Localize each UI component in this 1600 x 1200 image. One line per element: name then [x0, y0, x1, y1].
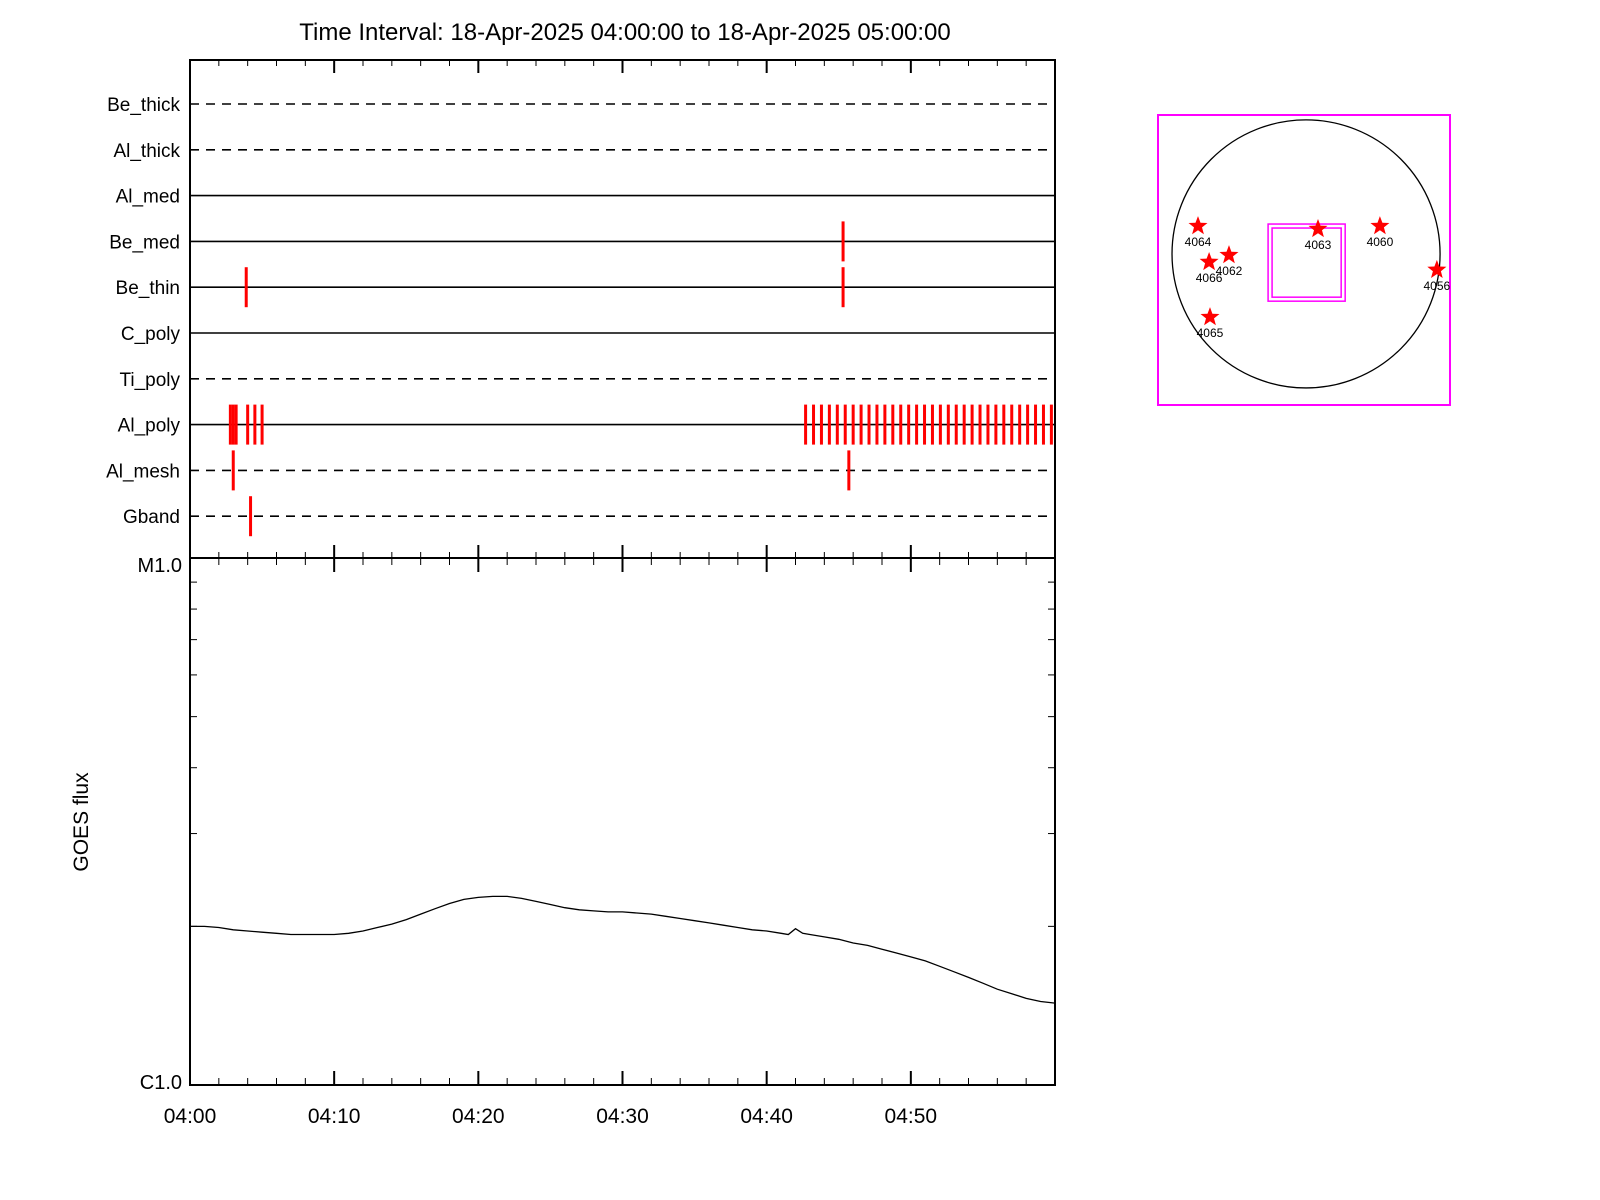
filter-row-label: Gband — [123, 507, 180, 528]
filter-row-label: Al_poly — [118, 416, 181, 437]
filter-row-label: Be_thin — [116, 278, 180, 299]
goes-flux-panel: 04:00 04:10 04:20 04:30 04:40 04:50 — [164, 557, 1056, 1128]
goes-curve — [190, 895, 1056, 1004]
filter-row-label: Al_med — [116, 187, 180, 208]
y-axis-min-label: C1.0 — [140, 1072, 182, 1094]
goes-border — [189, 557, 1056, 1086]
filter-row-label: Ti_poly — [119, 370, 180, 391]
goes-flux-axis-label: GOES flux — [70, 772, 93, 872]
active-region-star — [1188, 216, 1208, 235]
x-tick-label: 04:30 — [596, 1105, 649, 1128]
sun-map-frame — [1157, 114, 1451, 406]
active-region-star — [1370, 216, 1390, 235]
solar-disk — [1171, 119, 1441, 389]
active-region-label: 4065 — [1197, 326, 1224, 340]
x-tick-label: 04:50 — [885, 1105, 938, 1128]
active-region-label: 4062 — [1216, 264, 1243, 278]
active-region-star — [1219, 245, 1239, 264]
plot-title: Time Interval: 18-Apr-2025 04:00:00 to 1… — [299, 19, 951, 46]
active-region-label: 4066 — [1196, 271, 1223, 285]
active-region-label: 4056 — [1424, 279, 1451, 293]
active-region-star — [1200, 307, 1220, 326]
filter-row-label: Be_med — [109, 232, 180, 253]
active-region-star — [1427, 259, 1447, 278]
y-axis-max-label: M1.0 — [138, 555, 182, 577]
active-region-label: 4060 — [1367, 235, 1394, 249]
x-tick-label: 04:20 — [452, 1105, 505, 1128]
active-region-label: 4064 — [1185, 235, 1212, 249]
active-region-star — [1308, 219, 1328, 238]
active-region-label: 4063 — [1305, 238, 1332, 252]
filter-row-label: Al_thick — [113, 141, 180, 162]
filter-row-label: Be_thick — [107, 95, 180, 116]
active-region-star — [1199, 252, 1219, 271]
x-tick-label: 04:40 — [740, 1105, 793, 1128]
x-tick-label: 04:10 — [308, 1105, 361, 1128]
fov-box-outer — [1267, 223, 1346, 302]
filter-row-label: Al_mesh — [106, 461, 180, 482]
filter-timeline-panel: Be_thick Al_thick Al_med Be_med Be_thin C_pol… — [106, 59, 1056, 559]
fov-box-inner — [1271, 227, 1342, 298]
x-tick-label: 04:00 — [164, 1105, 217, 1128]
timeline-border — [189, 59, 1056, 559]
filter-row-label: C_poly — [121, 324, 181, 345]
